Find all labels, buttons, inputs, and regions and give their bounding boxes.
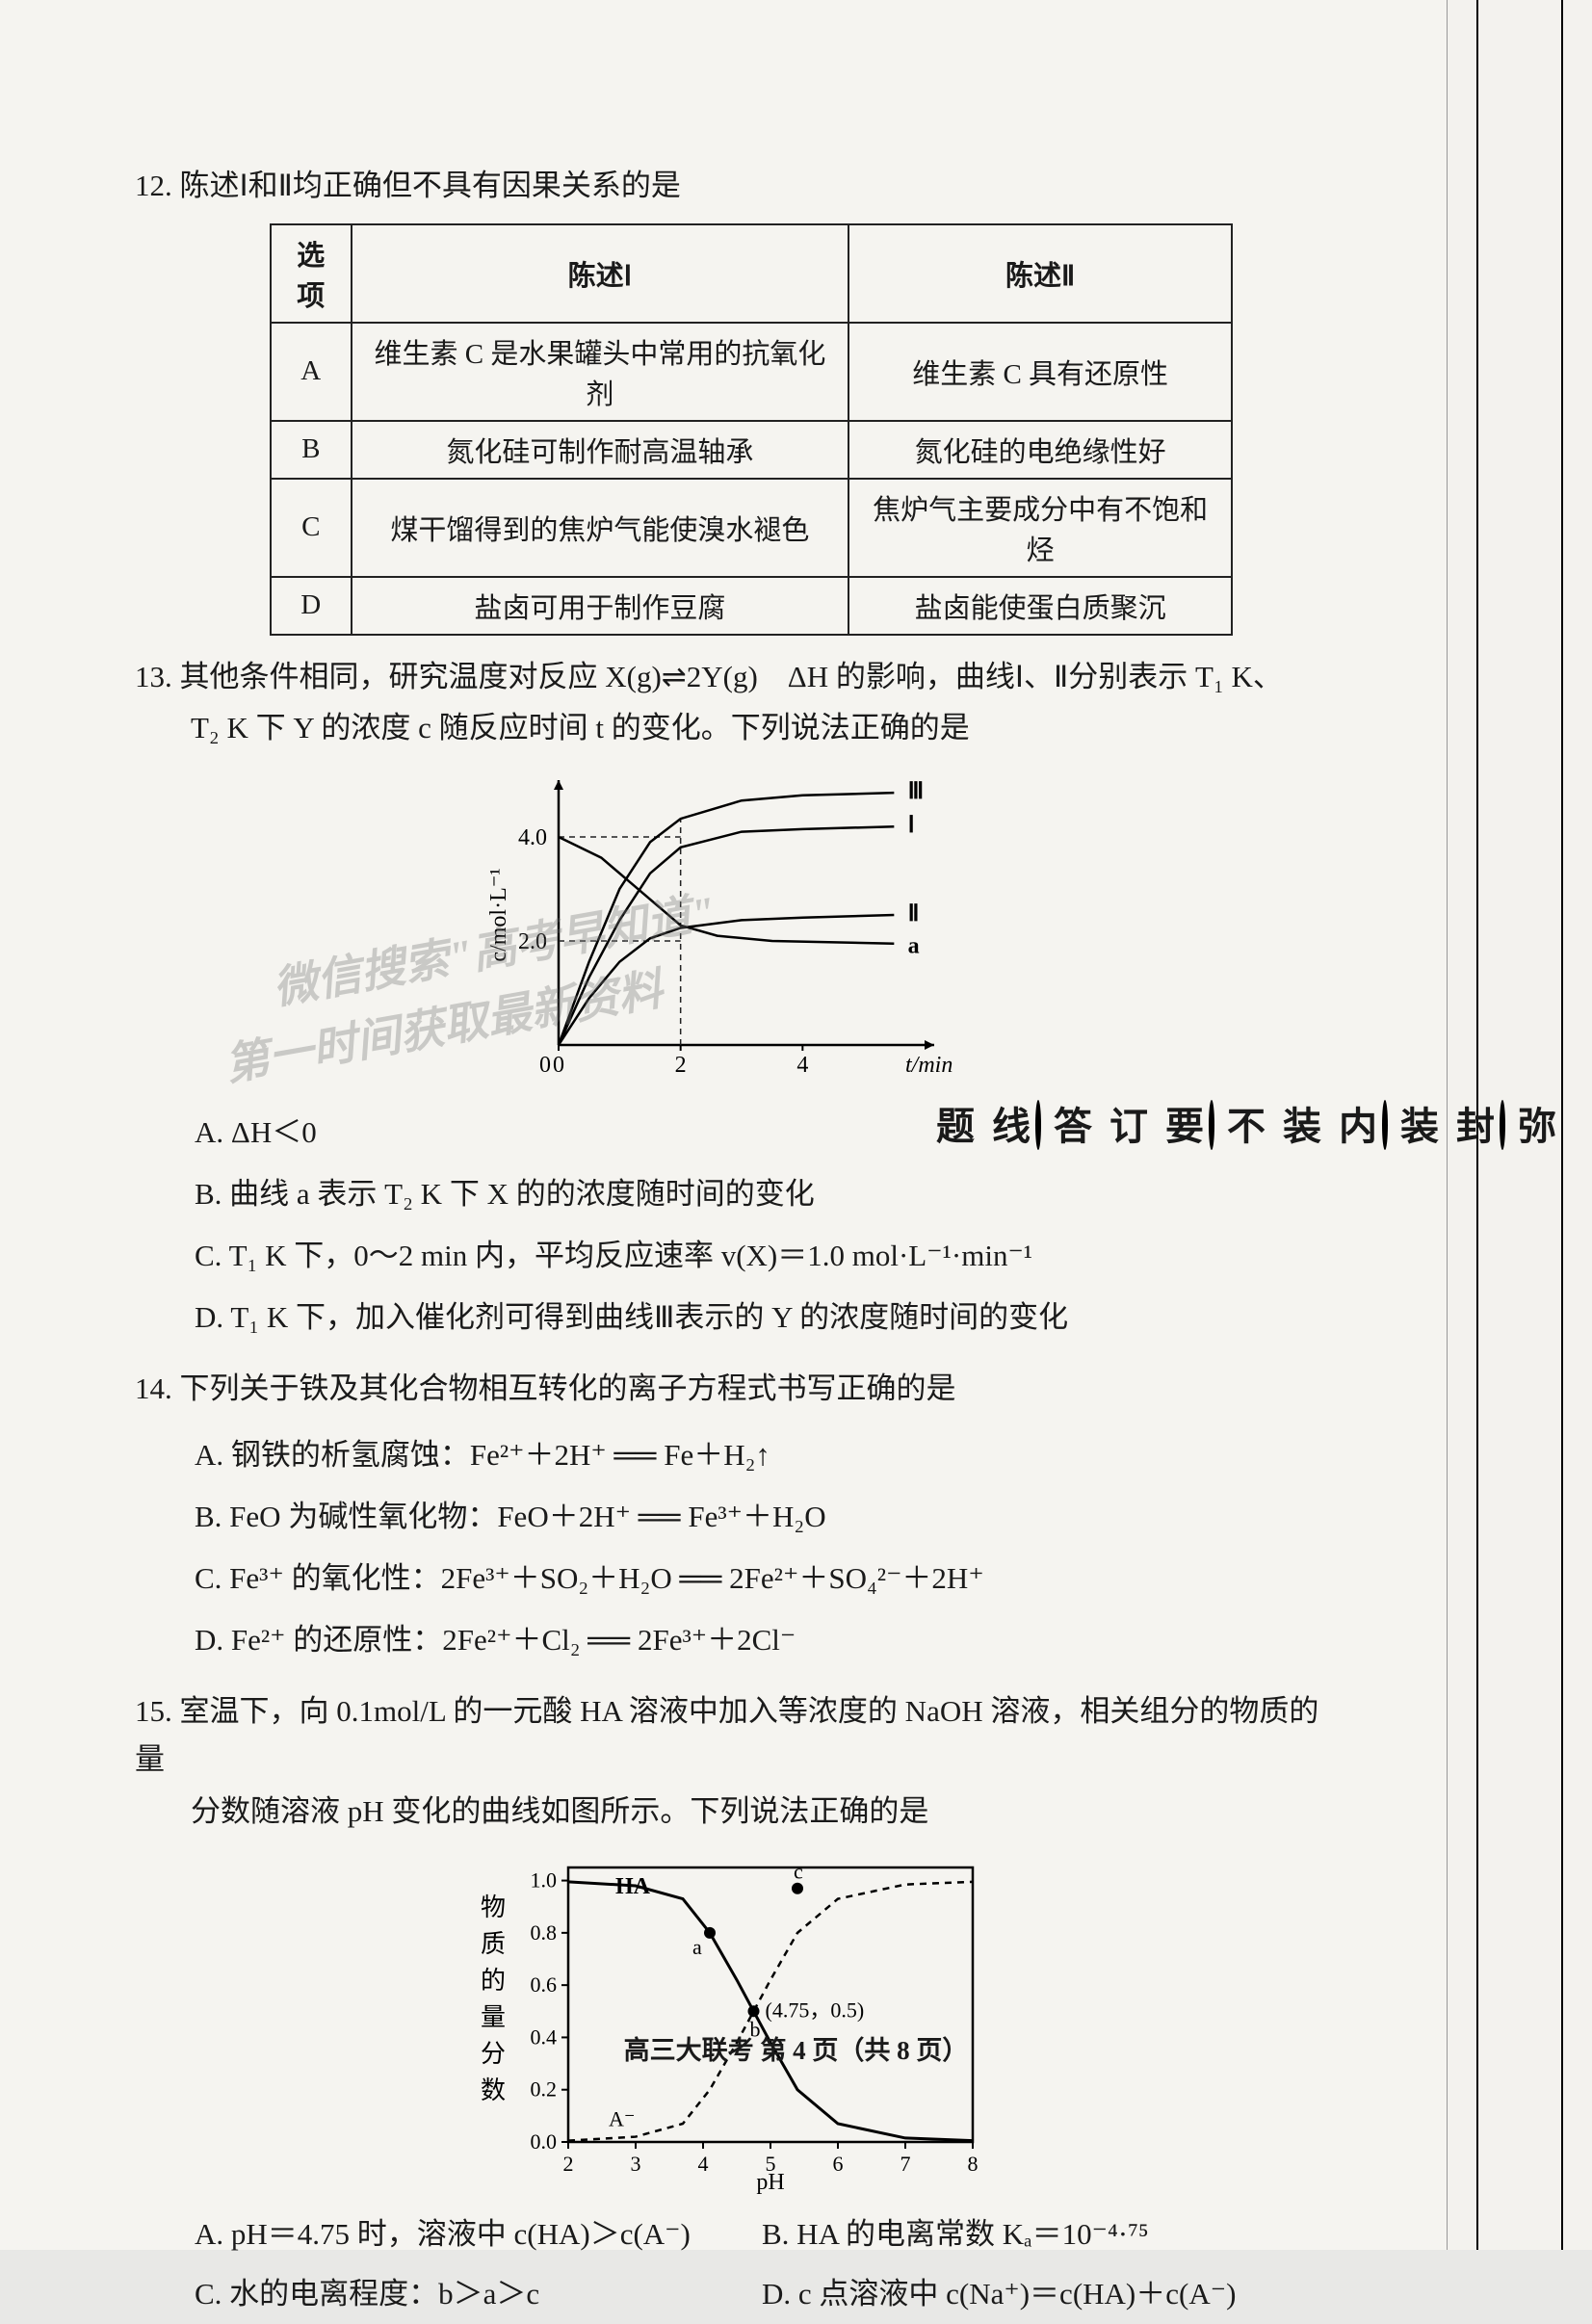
q15-chart: 23456780.00.20.40.60.81.0ab(4.75，0.5)cHA… bbox=[462, 1848, 1002, 2195]
q15-opt-b: B. HA 的电离常数 Kₐ＝10⁻⁴·⁷⁵ bbox=[762, 2205, 1329, 2264]
table-header-row: 选项 陈述Ⅰ 陈述Ⅱ bbox=[271, 224, 1232, 323]
q13-opt-b: B. 曲线 a 表示 T₂ K 下 X 的的浓度随时间的变化 bbox=[195, 1164, 1329, 1224]
svg-text:Ⅲ: Ⅲ bbox=[908, 779, 925, 804]
q15-opt-d: D. c 点溶液中 c(Na⁺)＝c(HA)＋c(A⁻) bbox=[762, 2264, 1329, 2324]
svg-text:4: 4 bbox=[698, 2152, 709, 2176]
svg-text:Ⅰ: Ⅰ bbox=[908, 813, 915, 838]
svg-text:物: 物 bbox=[481, 1893, 506, 1921]
svg-text:2: 2 bbox=[563, 2152, 574, 2176]
svg-text:0.8: 0.8 bbox=[531, 1920, 558, 1945]
svg-text:7: 7 bbox=[900, 2152, 911, 2176]
cell: 维生素 C 具有还原性 bbox=[848, 323, 1232, 421]
strip-char: 装 bbox=[1270, 1106, 1326, 1144]
svg-text:A⁻: A⁻ bbox=[609, 2107, 636, 2131]
svg-text:c/mol·L⁻¹: c/mol·L⁻¹ bbox=[486, 868, 511, 961]
q13-chart-wrap: 0 2 4 2.0 4.0 0 Ⅲ Ⅰ Ⅱa t/min c/mol·L⁻¹ bbox=[135, 766, 1329, 1093]
cell: 氮化硅的电绝缘性好 bbox=[848, 421, 1232, 479]
q15-title-line1: 15. 室温下，向 0.1mol/L 的一元酸 HA 溶液中加入等浓度的 NaO… bbox=[135, 1687, 1329, 1783]
content-area: 12. 陈述Ⅰ和Ⅱ均正确但不具有因果关系的是 选项 陈述Ⅰ 陈述Ⅱ A 维生素 … bbox=[135, 144, 1329, 2324]
strip-char: 不 bbox=[1214, 1106, 1270, 1144]
strip-char: 要 bbox=[1153, 1106, 1209, 1144]
svg-text:Ⅱ: Ⅱ bbox=[908, 901, 920, 927]
q13-title-line2: T₂ K 下 Y 的浓度 c 随反应时间 t 的变化。下列说法正确的是 bbox=[191, 704, 1329, 752]
svg-text:0: 0 bbox=[539, 1053, 551, 1078]
cell: 煤干馏得到的焦炉气能使溴水褪色 bbox=[352, 479, 849, 577]
cell: 盐卤可用于制作豆腐 bbox=[352, 577, 849, 635]
strip-char: 装 bbox=[1388, 1106, 1444, 1144]
svg-text:质: 质 bbox=[481, 1930, 506, 1958]
q14-opt-b: B. FeO 为碱性氧化物：FeO＋2H⁺ ══ Fe³⁺＋H₂O bbox=[195, 1487, 1329, 1547]
cell: 维生素 C 是水果罐头中常用的抗氧化剂 bbox=[352, 323, 849, 421]
svg-text:c: c bbox=[794, 1860, 803, 1884]
binding-strip: 弥 封 装 内 装 不 要 订 答 线 题 bbox=[1447, 0, 1592, 2250]
q15-options: A. pH＝4.75 时，溶液中 c(HA)＞c(A⁻) B. HA 的电离常数… bbox=[195, 2205, 1329, 2324]
svg-text:a: a bbox=[692, 1935, 702, 1959]
page-footer: 高三大联考 第 4 页（共 8 页） bbox=[0, 2029, 1592, 2067]
strip-char: 答 bbox=[1041, 1106, 1097, 1144]
svg-text:2: 2 bbox=[675, 1053, 687, 1078]
table-row: C 煤干馏得到的焦炉气能使溴水褪色 焦炉气主要成分中有不饱和烃 bbox=[271, 479, 1232, 577]
svg-text:1.0: 1.0 bbox=[531, 1868, 558, 1893]
cell: C bbox=[271, 479, 352, 577]
svg-text:数: 数 bbox=[481, 2076, 506, 2104]
th-statement2: 陈述Ⅱ bbox=[848, 224, 1232, 323]
svg-text:的: 的 bbox=[481, 1967, 506, 1995]
cell: A bbox=[271, 323, 352, 421]
strip-char: 弥 bbox=[1505, 1106, 1561, 1144]
exam-page: 12. 陈述Ⅰ和Ⅱ均正确但不具有因果关系的是 选项 陈述Ⅰ 陈述Ⅱ A 维生素 … bbox=[0, 0, 1592, 2250]
strip-circle-icon bbox=[1209, 1100, 1214, 1150]
strip-circle-icon bbox=[1035, 1100, 1041, 1150]
svg-text:4: 4 bbox=[796, 1053, 808, 1078]
q15-opt-a: A. pH＝4.75 时，溶液中 c(HA)＞c(A⁻) bbox=[195, 2205, 762, 2264]
table-row: D 盐卤可用于制作豆腐 盐卤能使蛋白质聚沉 bbox=[271, 577, 1232, 635]
q12-table: 选项 陈述Ⅰ 陈述Ⅱ A 维生素 C 是水果罐头中常用的抗氧化剂 维生素 C 具… bbox=[270, 223, 1233, 636]
svg-text:pH: pH bbox=[756, 2170, 784, 2195]
q15-chart-wrap: 23456780.00.20.40.60.81.0ab(4.75，0.5)cHA… bbox=[135, 1848, 1329, 2195]
th-statement1: 陈述Ⅰ bbox=[352, 224, 849, 323]
cell: D bbox=[271, 577, 352, 635]
q14-opt-d: D. Fe²⁺ 的还原性：2Fe²⁺＋Cl₂ ══ 2Fe³⁺＋2Cl⁻ bbox=[195, 1610, 1329, 1670]
svg-text:0.0: 0.0 bbox=[531, 2129, 558, 2154]
strip-char: 封 bbox=[1444, 1106, 1500, 1144]
strip-char: 内 bbox=[1326, 1106, 1382, 1144]
svg-text:2.0: 2.0 bbox=[518, 929, 547, 954]
strip-char: 订 bbox=[1097, 1106, 1153, 1144]
strip-circle-icon bbox=[1500, 1100, 1505, 1150]
svg-text:量: 量 bbox=[481, 2003, 506, 2031]
th-option: 选项 bbox=[271, 224, 352, 323]
svg-text:0.2: 0.2 bbox=[531, 2077, 558, 2102]
q14-options: A. 钢铁的析氢腐蚀：Fe²⁺＋2H⁺ ══ Fe＋H₂↑ B. FeO 为碱性… bbox=[195, 1425, 1329, 1670]
q14-opt-a: A. 钢铁的析氢腐蚀：Fe²⁺＋2H⁺ ══ Fe＋H₂↑ bbox=[195, 1425, 1329, 1485]
q15-opt-c: C. 水的电离程度：b＞a＞c bbox=[195, 2264, 762, 2324]
strip-char: 题 bbox=[924, 1106, 979, 1144]
strip-char: 线 bbox=[979, 1106, 1035, 1144]
svg-text:0.6: 0.6 bbox=[531, 1972, 558, 1997]
q12-title: 12. 陈述Ⅰ和Ⅱ均正确但不具有因果关系的是 bbox=[135, 162, 1329, 210]
svg-text:HA: HA bbox=[615, 1874, 651, 1899]
svg-text:8: 8 bbox=[968, 2152, 979, 2176]
svg-text:(4.75，0.5): (4.75，0.5) bbox=[766, 1998, 865, 2022]
q13-opt-d: D. T₁ K 下，加入催化剂可得到曲线Ⅲ表示的 Y 的浓度随时间的变化 bbox=[195, 1288, 1329, 1347]
q13-title-line1: 13. 其他条件相同，研究温度对反应 X(g)⇌2Y(g) ΔH 的影响，曲线Ⅰ… bbox=[135, 653, 1329, 701]
cell: B bbox=[271, 421, 352, 479]
svg-text:0: 0 bbox=[553, 1053, 564, 1078]
cell: 焦炉气主要成分中有不饱和烃 bbox=[848, 479, 1232, 577]
q15-title-line2: 分数随溶液 pH 变化的曲线如图所示。下列说法正确的是 bbox=[191, 1788, 1329, 1836]
binding-strip-text: 弥 封 装 内 装 不 要 订 答 线 题 bbox=[1476, 0, 1563, 2250]
svg-text:3: 3 bbox=[631, 2152, 641, 2176]
q13-opt-c: C. T₁ K 下，0～2 min 内，平均反应速率 v(X)＝1.0 mol·… bbox=[195, 1226, 1329, 1286]
cell: 氮化硅可制作耐高温轴承 bbox=[352, 421, 849, 479]
q14-opt-c: C. Fe³⁺ 的氧化性：2Fe³⁺＋SO₂＋H₂O ══ 2Fe²⁺＋SO₄²… bbox=[195, 1549, 1329, 1608]
svg-text:t/min: t/min bbox=[905, 1053, 953, 1078]
q13-chart: 0 2 4 2.0 4.0 0 Ⅲ Ⅰ Ⅱa t/min c/mol·L⁻¹ bbox=[482, 766, 982, 1093]
q14-title: 14. 下列关于铁及其化合物相互转化的离子方程式书写正确的是 bbox=[135, 1365, 1329, 1413]
svg-text:6: 6 bbox=[833, 2152, 844, 2176]
strip-circle-icon bbox=[1382, 1100, 1388, 1150]
cell: 盐卤能使蛋白质聚沉 bbox=[848, 577, 1232, 635]
svg-text:a: a bbox=[908, 933, 920, 958]
svg-text:4.0: 4.0 bbox=[518, 825, 547, 850]
table-row: A 维生素 C 是水果罐头中常用的抗氧化剂 维生素 C 具有还原性 bbox=[271, 323, 1232, 421]
table-row: B 氮化硅可制作耐高温轴承 氮化硅的电绝缘性好 bbox=[271, 421, 1232, 479]
